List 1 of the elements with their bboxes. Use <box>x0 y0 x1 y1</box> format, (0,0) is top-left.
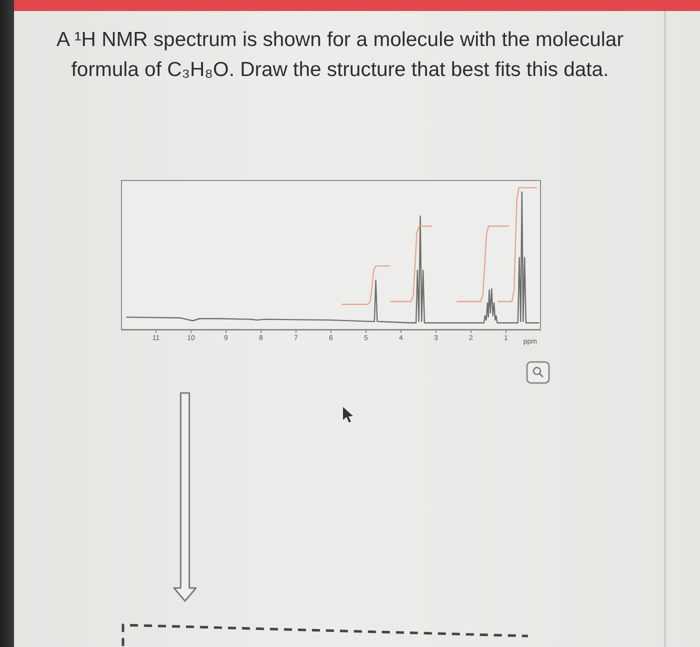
chart-title: A ¹H NMR spectrum is shown for a molecule with the molecular formula of C₃H₈O. Draw the structure that best fits this data. <box>56 28 624 83</box>
